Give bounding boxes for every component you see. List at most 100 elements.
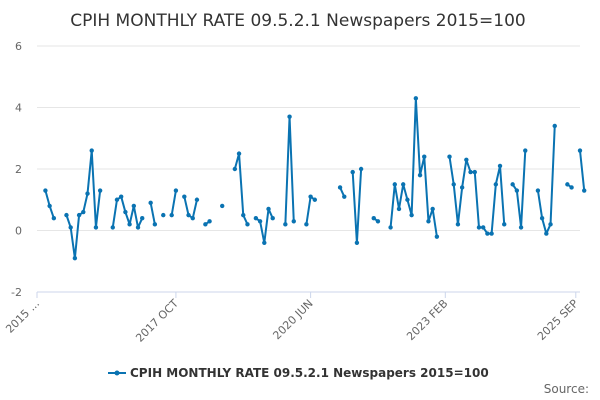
data-point[interactable] [257, 219, 263, 224]
data-point[interactable] [140, 216, 145, 221]
data-point[interactable] [451, 182, 456, 187]
data-point[interactable] [510, 182, 515, 187]
data-point[interactable] [110, 225, 115, 230]
data-point[interactable] [43, 188, 48, 193]
data-point[interactable] [304, 222, 309, 227]
data-point[interactable] [291, 219, 296, 224]
data-point[interactable] [350, 169, 355, 175]
data-point[interactable] [468, 169, 473, 175]
data-point[interactable] [131, 203, 137, 209]
data-point[interactable] [417, 172, 423, 178]
data-point[interactable] [135, 225, 141, 230]
data-point[interactable] [194, 197, 200, 202]
data-point[interactable] [565, 182, 570, 187]
data-point[interactable] [447, 154, 452, 159]
data-point[interactable] [401, 182, 406, 187]
data-point[interactable] [337, 185, 343, 190]
data-point[interactable] [480, 225, 486, 230]
data-point[interactable] [582, 188, 587, 193]
data-point[interactable] [514, 188, 520, 193]
data-point[interactable] [489, 231, 494, 236]
data-point[interactable] [518, 225, 524, 230]
data-point[interactable] [287, 114, 292, 119]
data-point[interactable] [241, 212, 246, 218]
data-point[interactable] [161, 212, 166, 218]
data-point[interactable] [422, 154, 427, 159]
data-point[interactable] [388, 225, 393, 230]
legend[interactable]: CPIH MONTHLY RATE 09.5.2.1 Newspapers 20… [108, 366, 489, 380]
data-point[interactable] [148, 200, 153, 206]
data-point[interactable] [236, 151, 242, 156]
data-point[interactable] [97, 188, 103, 193]
data-point[interactable] [190, 216, 195, 221]
data-point[interactable] [270, 216, 275, 221]
data-point[interactable] [114, 197, 120, 202]
data-point[interactable] [569, 185, 574, 190]
data-point[interactable] [464, 157, 469, 162]
data-point[interactable] [203, 222, 208, 227]
data-point[interactable] [169, 212, 174, 218]
data-point[interactable] [220, 203, 225, 209]
data-point[interactable] [409, 212, 414, 218]
data-point[interactable] [405, 197, 410, 202]
data-point[interactable] [68, 225, 73, 230]
data-point[interactable] [182, 194, 187, 199]
data-point[interactable] [392, 182, 397, 187]
x-tick-label: 2015 ... [3, 297, 42, 336]
data-point[interactable] [47, 203, 52, 209]
series-group [43, 96, 587, 261]
data-point[interactable] [434, 234, 440, 239]
data-point[interactable] [485, 231, 490, 236]
data-point[interactable] [371, 216, 376, 221]
data-point[interactable] [472, 169, 477, 175]
data-point[interactable] [232, 166, 238, 172]
data-point[interactable] [245, 222, 250, 227]
data-point[interactable] [262, 240, 267, 245]
data-point[interactable] [312, 197, 318, 202]
data-point[interactable] [64, 212, 69, 218]
data-point[interactable] [186, 212, 191, 218]
x-tick-label: 2017 OCT [133, 297, 181, 345]
data-point[interactable] [544, 231, 549, 236]
data-point[interactable] [497, 163, 503, 169]
data-point[interactable] [93, 225, 99, 230]
data-point[interactable] [539, 216, 545, 221]
data-point[interactable] [354, 240, 360, 245]
data-point[interactable] [396, 206, 402, 212]
data-point[interactable] [476, 225, 482, 230]
data-point[interactable] [493, 182, 499, 187]
data-point[interactable] [523, 148, 528, 153]
data-point[interactable] [283, 222, 288, 227]
data-point[interactable] [502, 222, 507, 227]
data-point[interactable] [577, 148, 583, 153]
data-point[interactable] [548, 222, 553, 227]
data-point[interactable] [85, 191, 90, 196]
data-point[interactable] [127, 222, 132, 227]
data-point[interactable] [89, 148, 94, 153]
data-point[interactable] [308, 194, 313, 199]
data-point[interactable] [76, 212, 82, 218]
data-point[interactable] [118, 194, 124, 199]
data-point[interactable] [123, 209, 128, 215]
data-point[interactable] [207, 219, 212, 224]
data-point[interactable] [535, 188, 541, 193]
data-point[interactable] [459, 185, 465, 190]
data-point[interactable] [426, 219, 431, 224]
data-point[interactable] [342, 194, 347, 199]
data-point[interactable] [72, 255, 78, 261]
y-tick-label: 4 [15, 102, 22, 115]
data-point[interactable] [152, 222, 158, 227]
data-point[interactable] [375, 219, 381, 224]
data-point[interactable] [51, 216, 57, 221]
y-axis: -2 0 2 4 6 [11, 40, 22, 299]
data-point[interactable] [266, 206, 271, 212]
series-line-segment [255, 207, 274, 244]
data-point[interactable] [430, 206, 435, 212]
data-point[interactable] [413, 96, 419, 101]
data-point[interactable] [81, 209, 86, 215]
data-point[interactable] [552, 123, 557, 129]
data-point[interactable] [253, 216, 259, 221]
data-point[interactable] [173, 188, 179, 193]
data-point[interactable] [358, 166, 364, 172]
data-point[interactable] [455, 222, 461, 227]
